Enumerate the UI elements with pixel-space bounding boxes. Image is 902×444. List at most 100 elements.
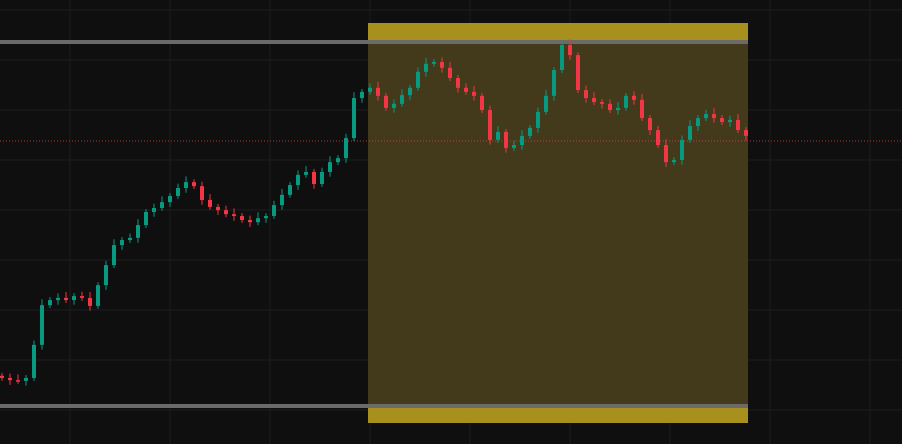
candle-up: [120, 240, 124, 246]
candle-up: [336, 158, 340, 163]
candle-down: [216, 206, 220, 211]
candle-up: [624, 95, 628, 108]
candle-up: [400, 95, 404, 104]
candle-up: [104, 265, 108, 286]
candle-up: [616, 107, 620, 111]
candle-down: [736, 119, 740, 131]
candle-up: [728, 119, 732, 123]
candle-up: [160, 202, 164, 208]
candle-down: [248, 219, 252, 223]
candle-up: [304, 171, 308, 175]
candle-up: [56, 297, 60, 301]
range-levels: [0, 40, 902, 408]
candle-down: [80, 296, 84, 298]
candle-up: [24, 377, 28, 381]
candle-up: [344, 138, 348, 159]
highlight-zone: [368, 23, 748, 423]
candle-up: [72, 296, 76, 301]
candle-down: [64, 297, 68, 301]
zone-fill: [368, 23, 748, 423]
candle-up: [48, 300, 52, 306]
candle-down: [744, 130, 748, 136]
candle-down: [376, 87, 380, 96]
candle-up: [672, 159, 676, 163]
candle-up: [352, 98, 356, 139]
candle-up: [184, 182, 188, 188]
candle-up: [688, 126, 692, 140]
candle-down: [600, 102, 604, 104]
candle-down: [480, 95, 484, 111]
candle-up: [320, 171, 324, 184]
candle-up: [136, 225, 140, 238]
candle-down: [656, 130, 660, 146]
candle-up: [416, 71, 420, 88]
candle-up: [360, 91, 364, 99]
candle-up: [112, 245, 116, 266]
candle-up: [32, 344, 36, 378]
candle-down: [712, 114, 716, 119]
candle-down: [192, 182, 196, 187]
candle-down: [88, 297, 92, 306]
candle-down: [464, 87, 468, 92]
zone-top-band: [368, 23, 748, 42]
candle-up: [288, 185, 292, 195]
candle-down: [448, 67, 452, 79]
candle-down: [312, 171, 316, 184]
candle-down: [0, 375, 4, 378]
candle-down: [240, 215, 244, 220]
candle-down: [440, 62, 444, 68]
candle-up: [368, 87, 372, 92]
candle-down: [384, 95, 388, 108]
candle-up: [280, 194, 284, 206]
candle-up: [496, 131, 500, 140]
candle-up: [328, 162, 332, 172]
candle-up: [144, 211, 148, 226]
candle-up: [680, 139, 684, 160]
candle-up: [536, 111, 540, 128]
candle-up: [408, 87, 412, 96]
candle-down: [568, 44, 572, 56]
candle-down: [208, 199, 212, 207]
candles: [0, 39, 748, 386]
candle-up: [96, 285, 100, 306]
candle-down: [232, 214, 236, 216]
candle-down: [640, 99, 644, 119]
candle-up: [512, 145, 516, 148]
candle-up: [528, 127, 532, 136]
zone-bottom-band: [368, 406, 748, 423]
candle-up: [552, 70, 556, 96]
candle-down: [16, 380, 20, 382]
candle-up: [424, 63, 428, 72]
candle-up: [520, 135, 524, 146]
candle-down: [584, 90, 588, 99]
candle-down: [472, 91, 476, 96]
candle-up: [168, 195, 172, 203]
candle-up: [544, 95, 548, 112]
candle-down: [224, 210, 228, 215]
candle-up: [256, 218, 260, 223]
candle-down: [648, 118, 652, 131]
candle-up: [296, 174, 300, 186]
candle-down: [576, 55, 580, 91]
candle-up: [696, 118, 700, 127]
candle-down: [592, 98, 596, 103]
candle-up: [264, 215, 268, 219]
candle-down: [488, 110, 492, 140]
candle-up: [128, 237, 132, 241]
candle-down: [200, 186, 204, 200]
candle-up: [392, 103, 396, 108]
candle-up: [40, 305, 44, 345]
candle-down: [504, 131, 508, 148]
candle-up: [560, 44, 564, 71]
candle-down: [608, 103, 612, 111]
candle-down: [720, 118, 724, 123]
candle-up: [176, 187, 180, 196]
candle-up: [152, 207, 156, 212]
candle-up: [272, 205, 276, 216]
candle-down: [632, 95, 636, 100]
candle-up: [432, 62, 436, 64]
candle-down: [664, 145, 668, 163]
candle-up: [704, 114, 708, 119]
candle-down: [456, 78, 460, 88]
